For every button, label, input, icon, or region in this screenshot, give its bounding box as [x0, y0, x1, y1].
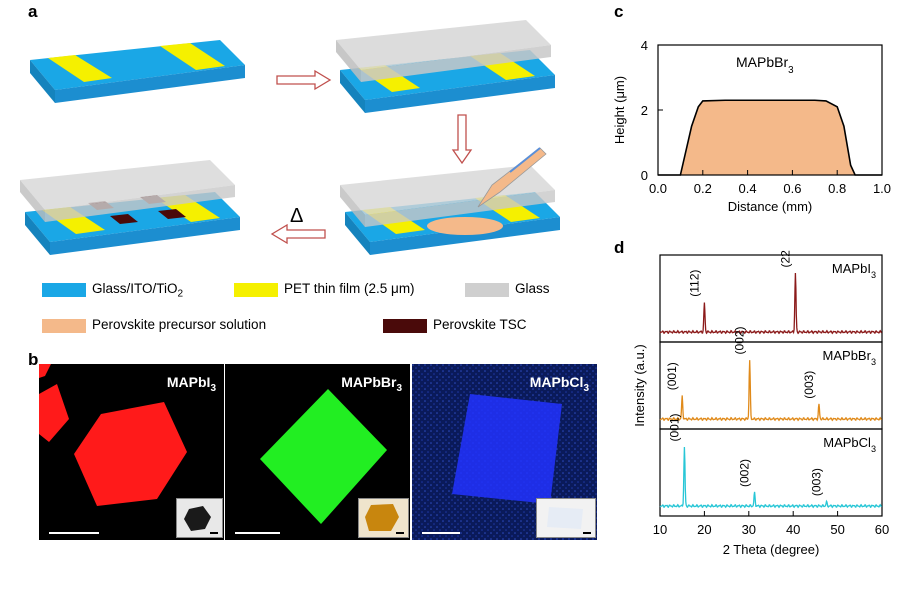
scale-bar	[422, 532, 460, 534]
image-mapbcl3: MAPbCl3	[412, 364, 597, 540]
x-tick-label: 30	[742, 522, 756, 537]
peak-label: (001)	[665, 362, 679, 390]
panel-label-b: b	[28, 350, 39, 369]
legend-tsc: Perovskite TSC	[433, 317, 527, 332]
image-mapbi3: MAPbI3	[39, 364, 224, 540]
x-tick-label: 0.6	[783, 181, 801, 196]
xrd-pattern-line	[659, 272, 883, 335]
tile-label-mapbcl3: MAPbCl3	[529, 374, 589, 394]
inset-crystal	[547, 507, 591, 534]
peak-label: (002)	[733, 326, 747, 354]
height-profile-line	[658, 99, 882, 176]
x-tick-label: 10	[653, 522, 667, 537]
scale-bar	[49, 532, 99, 534]
legend-swatch-glass	[465, 283, 509, 297]
panel-label-c: c	[614, 2, 624, 21]
legend-glass: Glass	[515, 281, 550, 296]
peak-label: (001)	[667, 413, 681, 441]
x-tick-label: 50	[830, 522, 844, 537]
device-step-1	[30, 40, 245, 103]
panel-label-d: d	[614, 238, 625, 257]
height-profile-fill	[658, 100, 882, 175]
x-tick-label: 1.0	[873, 181, 891, 196]
mapbbr3-crystal	[260, 389, 387, 524]
optical-inset-mapbbr3	[358, 498, 409, 538]
legend-swatch-pet	[234, 283, 278, 297]
series-label: MAPbI3	[832, 261, 876, 280]
scale-bar	[235, 532, 280, 534]
x-axis-label: 2 Theta (degree)	[723, 542, 820, 557]
peak-label: (003)	[802, 371, 816, 399]
x-tick-label: 0.4	[739, 181, 757, 196]
y-axis-label: Intensity (a.u.)	[632, 344, 647, 426]
y-axis-label: Height (μm)	[612, 76, 627, 144]
fabrication-schematic: Δ	[20, 20, 560, 255]
pipette	[477, 147, 547, 208]
inset-crystal	[184, 506, 218, 534]
height-profile-chart: 0.0 0.2 0.4 0.6 0.8 1.0 0 2 4 Distance (mm) Height…	[612, 38, 891, 214]
y-tick-label: 0	[641, 168, 648, 183]
device-step-4	[20, 160, 240, 255]
x-tick-label: 40	[786, 522, 800, 537]
legend-substrate: Glass/ITO/TiO2	[92, 281, 184, 300]
inset-crystal	[365, 504, 404, 534]
heat-symbol: Δ	[290, 205, 303, 227]
legend-swatch-substrate	[42, 283, 86, 297]
mapbi3-crystal	[39, 364, 187, 506]
series-label: MAPbBr3	[823, 348, 876, 367]
tile-label-mapbi3: MAPbI3	[166, 374, 216, 394]
device-step-3	[340, 147, 560, 255]
optical-inset-mapbcl3	[536, 498, 596, 538]
arrow-right	[276, 69, 332, 91]
y-tick-label: 4	[641, 38, 648, 53]
arrow-left	[270, 223, 326, 245]
legend-swatch-tsc	[383, 319, 427, 333]
chart-title: MAPbBr3	[736, 54, 794, 76]
peak-label: (112)	[687, 270, 701, 297]
x-tick-label: 20	[697, 522, 711, 537]
peak-label: (002)	[738, 459, 752, 487]
x-tick-label: 0.2	[694, 181, 712, 196]
tile-label-mapbbr3: MAPbBr3	[341, 374, 402, 394]
xrd-pattern-line	[659, 446, 883, 509]
image-mapbbr3: MAPbBr3	[225, 364, 410, 540]
legend-pet: PET thin film (2.5 μm)	[284, 281, 415, 296]
xrd-pattern-line	[659, 360, 883, 422]
xrd-chart: (112) (224) MAPbI3 (001) (002) (003) MAPbBr3 (0…	[632, 250, 889, 557]
legend-precursor: Perovskite precursor solution	[92, 317, 267, 332]
panel-label-a: a	[28, 2, 38, 21]
series-label: MAPbCl3	[823, 435, 876, 454]
device-step-2	[336, 20, 555, 113]
x-tick-label: 0.0	[649, 181, 667, 196]
optical-inset-mapbi3	[176, 498, 223, 538]
x-tick-label: 60	[875, 522, 889, 537]
arrow-down	[451, 114, 473, 165]
peak-label: (003)	[810, 468, 824, 496]
x-axis-label: Distance (mm)	[728, 199, 813, 214]
y-tick-label: 2	[641, 103, 648, 118]
x-tick-label: 0.8	[828, 181, 846, 196]
legend-swatch-precursor	[42, 319, 86, 333]
xrd-panel-frame	[659, 428, 883, 517]
peak-label: (224)	[778, 250, 792, 268]
